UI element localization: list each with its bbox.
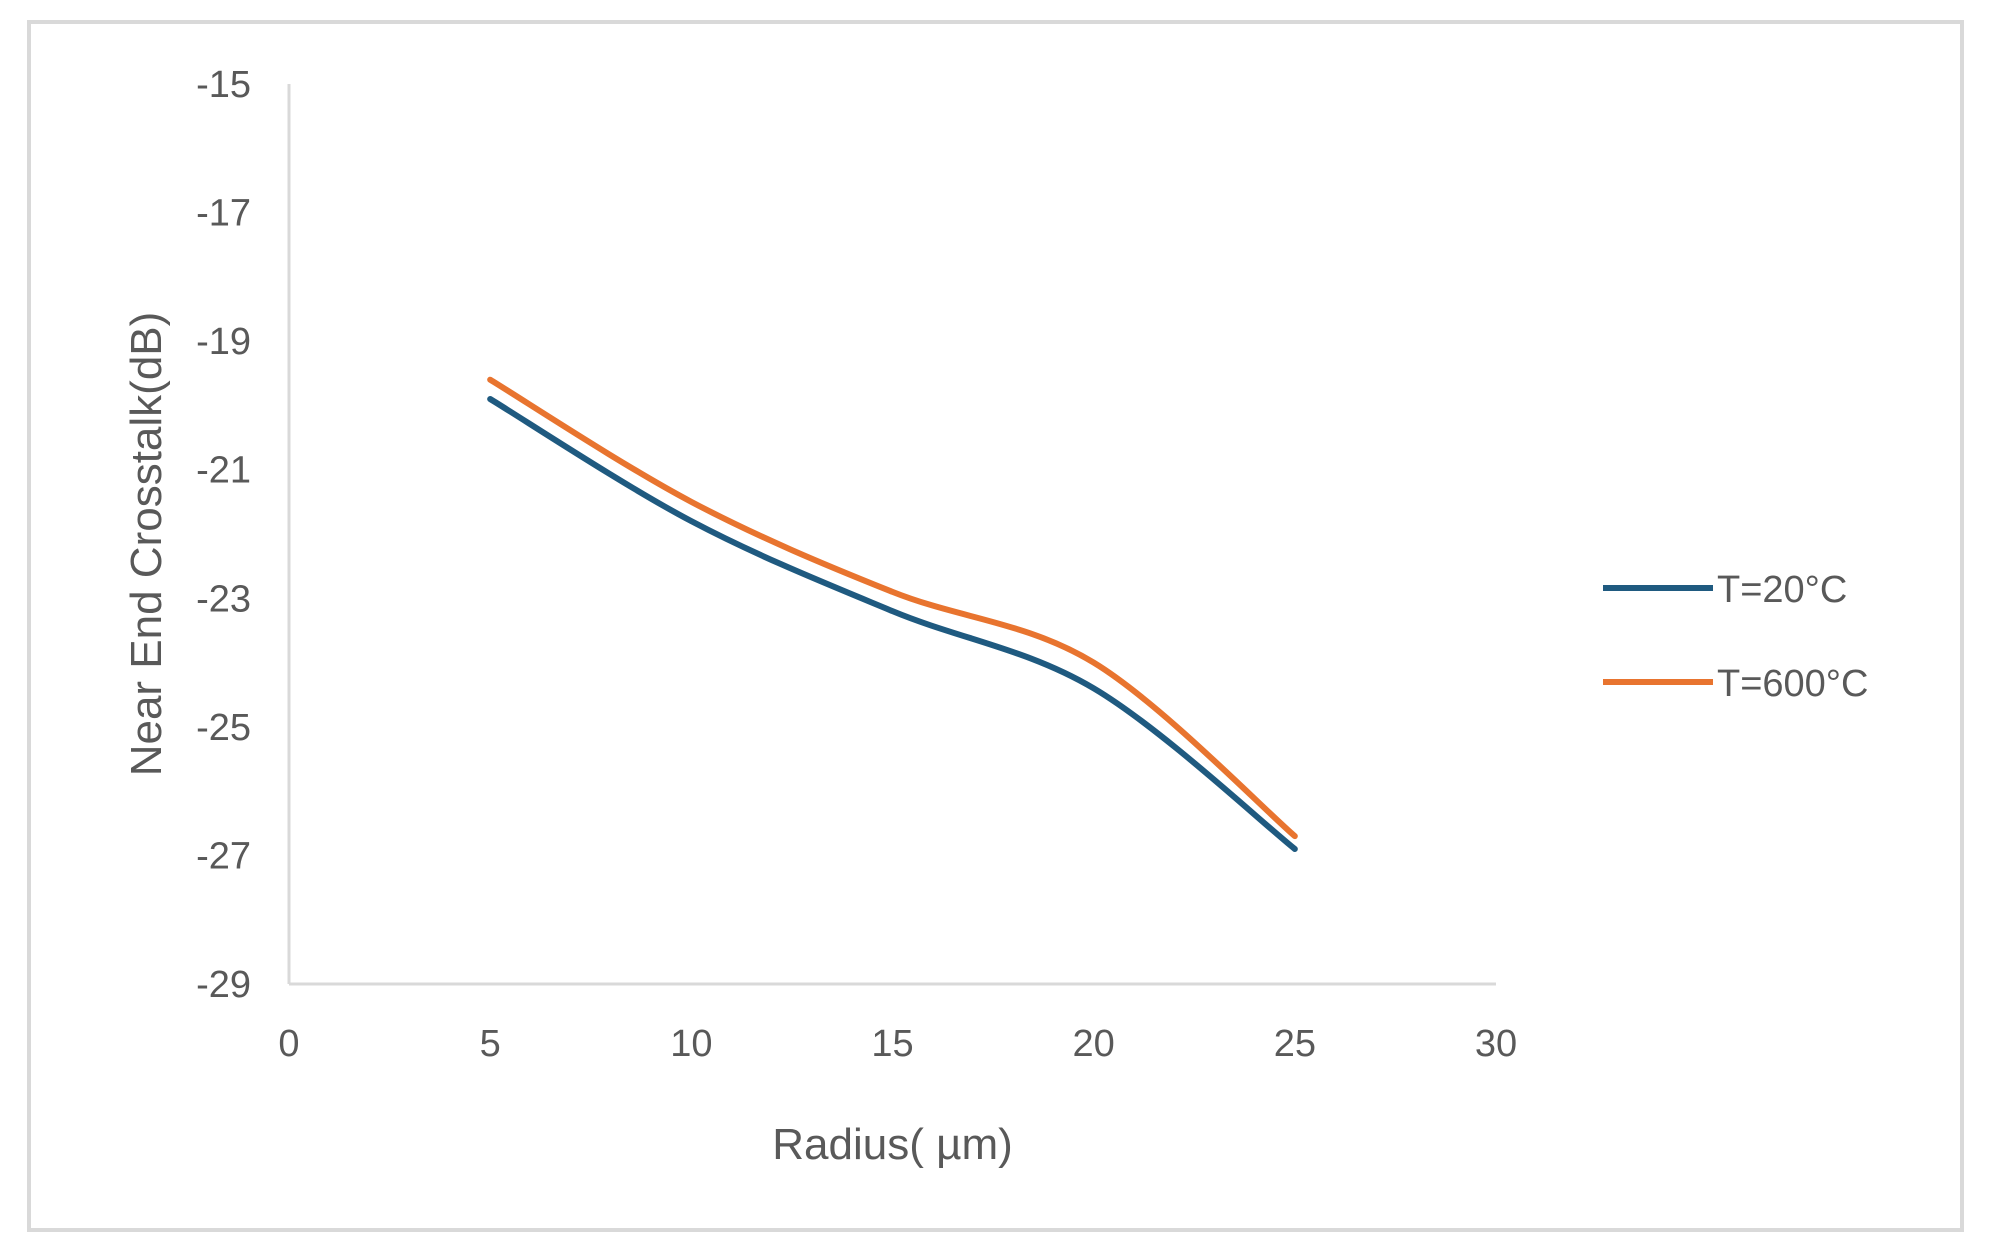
y-tick-label: -23 — [196, 578, 251, 620]
x-tick-label: 30 — [1475, 1023, 1517, 1065]
line-chart: -15 -17 -19 -21 -23 -25 -27 -29 0 5 10 15 20 25 30 T=2… — [122, 64, 1868, 1169]
y-tick-label: -17 — [196, 193, 251, 235]
x-tick-label: 5 — [480, 1023, 501, 1065]
y-tick-label: -29 — [196, 964, 251, 1006]
series-line-1 — [487, 396, 1298, 852]
x-tick-label: 25 — [1274, 1023, 1316, 1065]
x-axis-title: Radius( µm) — [772, 1120, 1013, 1169]
x-tick-label: 15 — [871, 1023, 913, 1065]
x-tick-label: 0 — [278, 1023, 299, 1065]
chart-frame: -15 -17 -19 -21 -23 -25 -27 -29 0 5 10 15 20 25 30 T=2… — [27, 20, 1964, 1232]
axes: -15 -17 -19 -21 -23 -25 -27 -29 0 5 10 15 20 25 30 — [196, 64, 1517, 1065]
y-tick-label: -15 — [196, 64, 251, 106]
y-tick-label: -27 — [196, 835, 251, 877]
x-tick-label: 10 — [670, 1023, 712, 1065]
y-axis-title: Near End Crosstalk(dB) — [122, 312, 171, 777]
x-tick-label: 20 — [1073, 1023, 1115, 1065]
legend-label-2: T=600°C — [1717, 663, 1868, 705]
y-tick-label: -25 — [196, 707, 251, 749]
series-line-2 — [487, 376, 1298, 840]
y-tick-label: -21 — [196, 450, 251, 492]
legend: T=20°C T=600°C — [1603, 569, 1868, 705]
y-tick-label: -19 — [196, 321, 251, 363]
series-lines — [487, 376, 1298, 852]
legend-label-1: T=20°C — [1717, 569, 1847, 611]
